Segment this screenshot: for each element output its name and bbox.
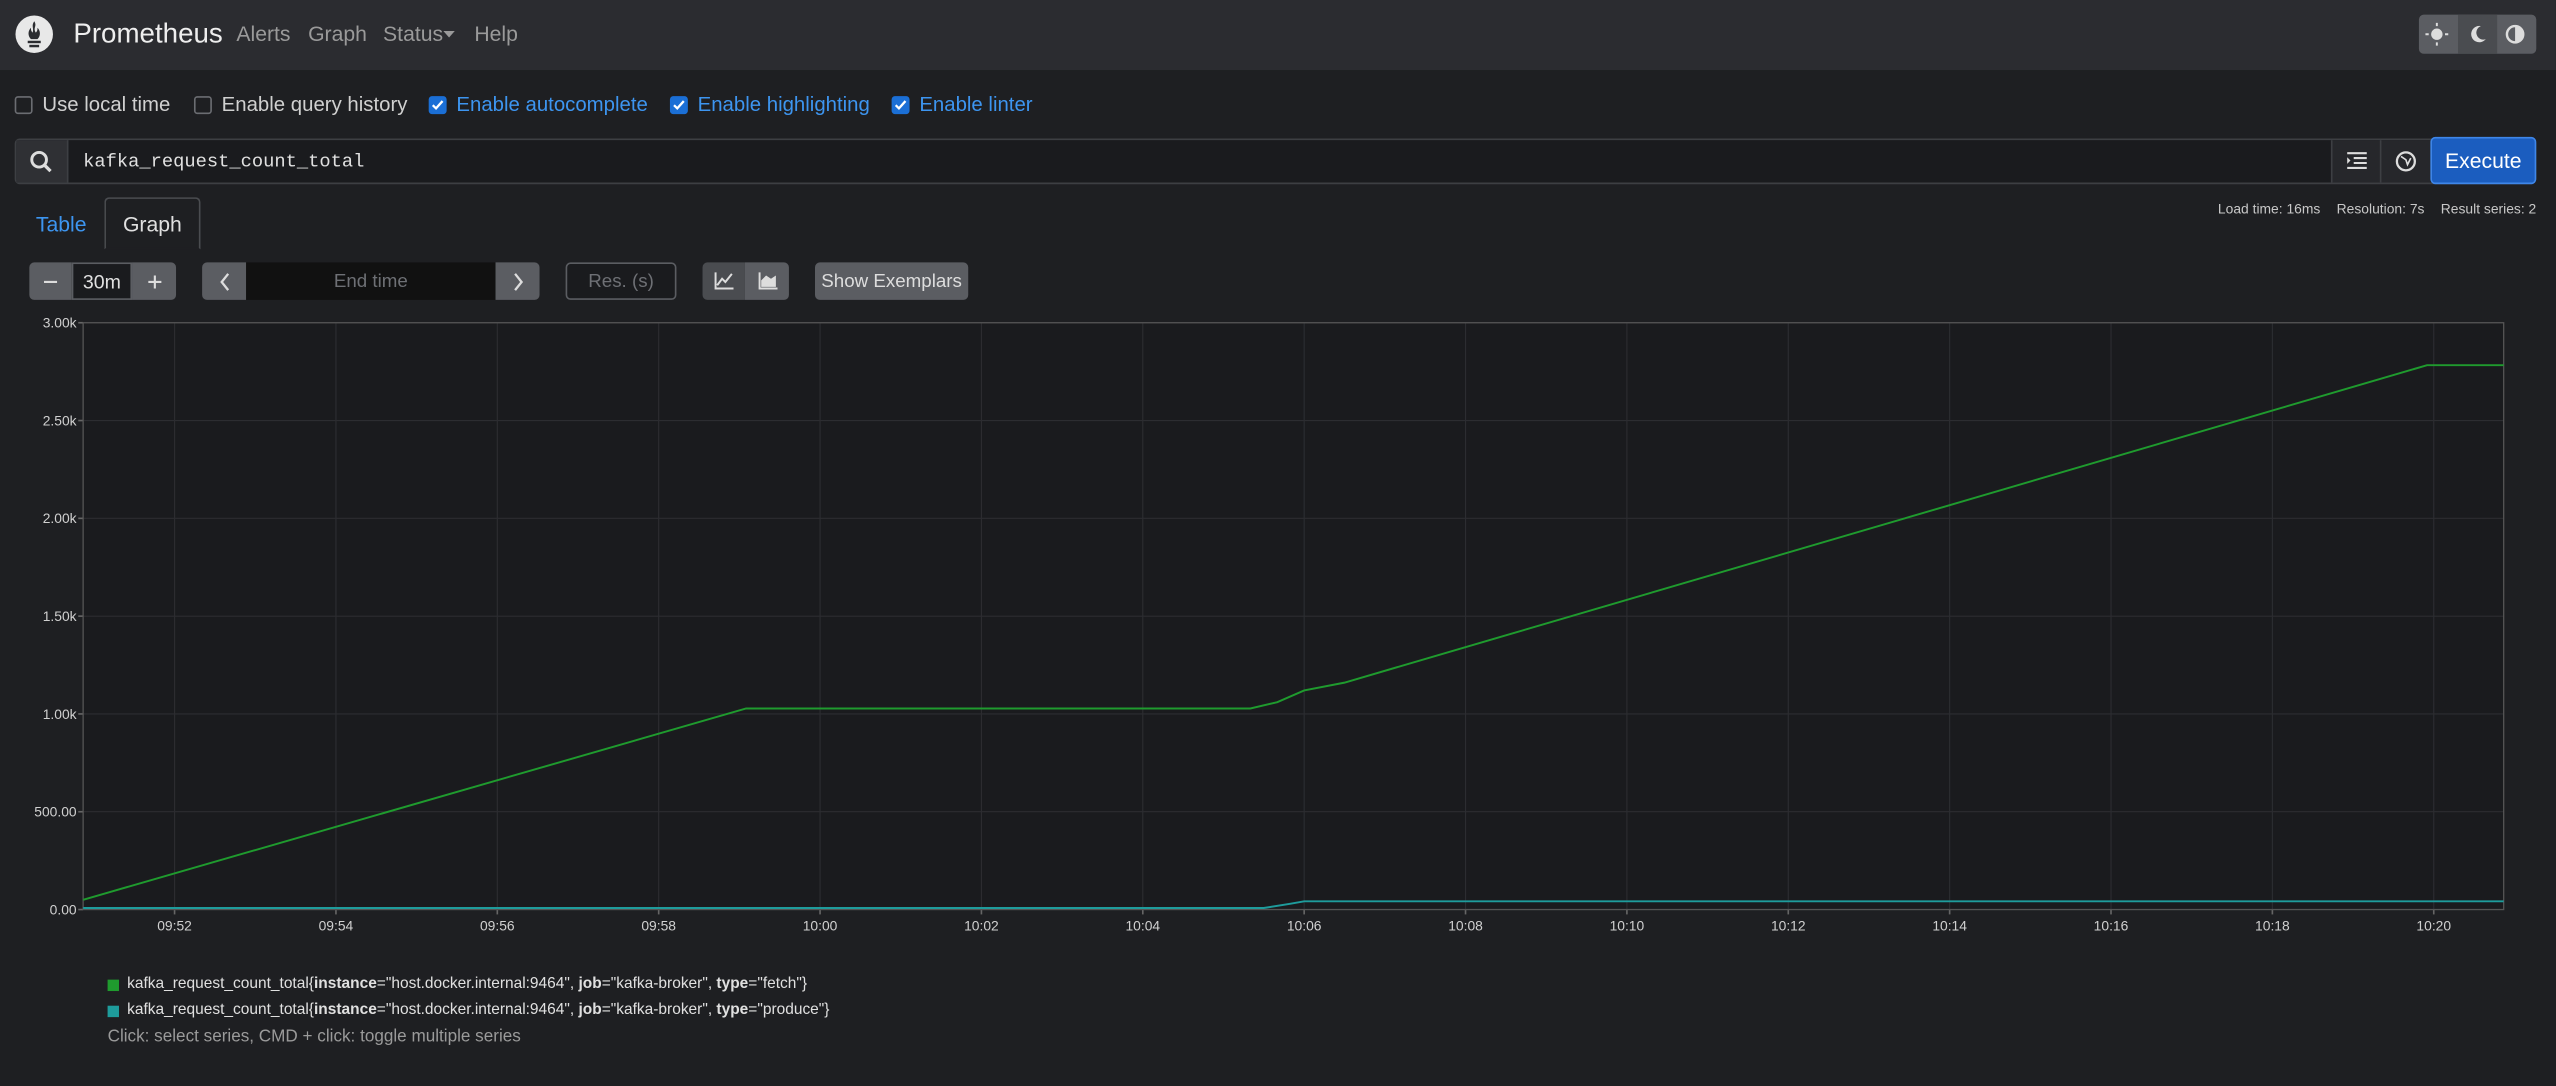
stacked-chart-button[interactable] [744,262,789,300]
option[interactable]: Enable autocomplete [428,92,648,116]
x-tick-label: 09:54 [319,918,354,934]
x-tick-label: 10:04 [1125,918,1160,934]
legend-hint: Click: select series, CMD + click: toggl… [107,1026,521,1047]
brand[interactable]: Prometheus [73,17,223,49]
query-input[interactable]: kafka_request_count_total [83,151,365,173]
y-tick-label: 1.50k [43,608,77,624]
x-tick-label: 10:02 [964,918,999,934]
option-label: Enable highlighting [697,92,870,116]
format-button[interactable] [2379,140,2431,183]
option-label: Enable query history [221,92,408,116]
x-tick-label: 09:52 [157,918,192,934]
x-tick-label: 10:16 [2094,918,2129,934]
resolution-input[interactable]: Res. (s) [565,262,677,300]
stats: Load time: 16ms Resolution: 7s Result seri… [2218,200,2536,216]
legend-label: kafka_request_count_total{instance="host… [127,1000,830,1019]
series-line [83,900,2504,909]
search-icon [16,140,69,183]
legend-label: kafka_request_count_total{instance="host… [127,974,808,993]
stat: Result series: 2 [2440,200,2537,217]
stat: Load time: 16ms [2217,200,2321,217]
x-tick-label: 10:06 [1287,918,1322,934]
y-tick-label: 3.00k [43,315,77,331]
tab[interactable]: Table [35,211,87,237]
option[interactable]: Enable query history [193,92,408,116]
logo[interactable] [15,15,54,54]
plot-border [82,322,2505,911]
nav-link[interactable]: Alerts [236,21,291,46]
checkbox [14,95,33,114]
nav-link[interactable]: Graph [308,21,367,46]
checkbox [428,95,447,114]
legend-swatch [107,1004,119,1017]
range-input[interactable]: 30m [71,262,133,300]
x-tick-label: 10:20 [2416,918,2451,934]
x-tick-label: 10:00 [803,918,838,934]
stat: Resolution: 7s [2336,200,2425,217]
x-tick-label: 10:12 [1771,918,1806,934]
end-time-input[interactable]: End time [246,262,496,300]
legend-item[interactable]: kafka_request_count_total{instance="host… [107,998,830,1024]
range-minus[interactable] [29,262,72,300]
x-tick-label: 10:10 [1610,918,1645,934]
x-tick-label: 10:18 [2255,918,2290,934]
option[interactable]: Use local time [14,92,171,116]
y-tick-label: 1.00k [43,706,77,722]
caret [443,30,455,38]
query-bar: kafka_request_count_total [14,138,2537,185]
navbar: Prometheus Alerts Graph Status Help [0,0,2556,71]
option[interactable]: Enable linter [891,92,1033,116]
end-prev[interactable] [202,262,247,300]
checkbox [891,95,910,114]
option-label: Enable autocomplete [456,92,648,116]
line-chart-button[interactable] [702,262,745,300]
x-tick-label: 10:08 [1448,918,1483,934]
nav-link[interactable]: Status [383,21,444,46]
option-label: Use local time [42,92,171,116]
y-tick-label: 2.00k [43,510,77,526]
x-tick-label: 10:14 [1932,918,1967,934]
legend: kafka_request_count_total{instance="host… [107,971,830,1024]
x-tick-label: 09:56 [480,918,515,934]
x-tick-label: 09:58 [641,918,676,934]
option[interactable]: Enable highlighting [669,92,870,116]
y-tick-label: 0.00 [50,901,77,917]
exemplars-button[interactable]: Show Exemplars [815,262,969,300]
theme-icons [2425,14,2525,54]
y-tick-label: 2.50k [43,412,77,428]
theme-switch[interactable] [2418,14,2537,54]
option-label: Enable linter [919,92,1033,116]
checkbox [669,95,688,114]
end-next[interactable] [495,262,540,300]
tab-active[interactable]: Graph [104,197,201,250]
checkbox [193,95,212,114]
y-tick-label: 500.00 [34,804,77,820]
legend-swatch [107,978,119,991]
legend-item[interactable]: kafka_request_count_total{instance="host… [107,971,830,997]
metrics-explorer[interactable] [2330,140,2382,183]
range-plus[interactable] [132,262,177,300]
series-line [82,364,2504,901]
nav-link[interactable]: Help [474,21,518,46]
execute-button[interactable]: Execute [2430,136,2537,185]
